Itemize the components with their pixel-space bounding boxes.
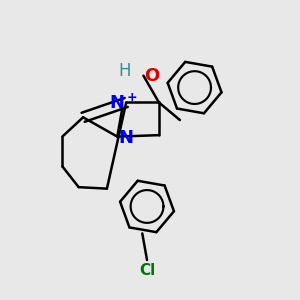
Text: H: H xyxy=(118,62,131,80)
Text: O: O xyxy=(144,67,160,85)
Text: N: N xyxy=(119,128,134,146)
Text: Cl: Cl xyxy=(139,263,155,278)
Text: +: + xyxy=(126,91,137,103)
Text: N: N xyxy=(110,94,125,112)
